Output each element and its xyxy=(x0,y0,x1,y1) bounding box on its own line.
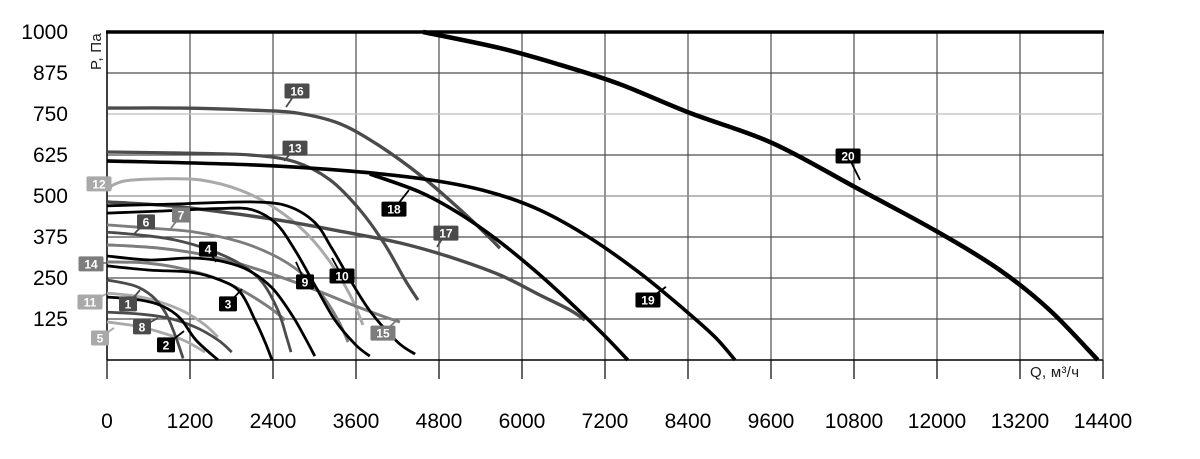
curve-label-badge-5 xyxy=(91,330,110,346)
curve-label-text-12: 12 xyxy=(92,177,106,191)
curve-5 xyxy=(106,320,206,354)
x-tick-label-0: 0 xyxy=(101,410,113,433)
curve-label-text-10: 10 xyxy=(335,270,349,284)
curve-6 xyxy=(106,230,293,353)
curve-label-badge-20 xyxy=(835,148,861,164)
curve-label-badge-14 xyxy=(78,256,104,272)
curve-label-text-9: 9 xyxy=(302,275,309,289)
curve-label-text-17: 17 xyxy=(439,227,453,241)
curve-4 xyxy=(106,254,317,357)
x-tick-label-12000: 12000 xyxy=(908,410,966,433)
curve-label-text-2: 2 xyxy=(163,338,170,352)
curve-label-text-13: 13 xyxy=(288,142,302,156)
x-tick-label-9600: 9600 xyxy=(748,410,795,433)
x-tick-label-4800: 4800 xyxy=(416,410,463,433)
y-axis-title: P, Па xyxy=(88,33,105,71)
curve-label-badge-8 xyxy=(132,319,151,335)
curve-13 xyxy=(106,150,420,301)
curve-label-text-16: 16 xyxy=(290,85,304,99)
x-tick-label-2400: 2400 xyxy=(250,410,297,433)
y-tick-label-875: 875 xyxy=(33,62,68,85)
curve-label-text-4: 4 xyxy=(205,243,212,257)
y-tick-label-750: 750 xyxy=(33,103,68,126)
x-tick-label-3600: 3600 xyxy=(333,410,380,433)
y-tick-label-125: 125 xyxy=(33,308,68,331)
curve-label-badge-4 xyxy=(198,241,217,257)
curve-18 xyxy=(369,172,630,362)
x-tick-label-6000: 6000 xyxy=(499,410,546,433)
curve-label-badge-10 xyxy=(329,268,355,284)
curve-label-text-3: 3 xyxy=(225,297,232,311)
curve-label-text-15: 15 xyxy=(376,327,390,341)
x-tick-label-14400: 14400 xyxy=(1074,410,1132,433)
curve-3 xyxy=(106,264,274,361)
curve-label-badge-19 xyxy=(635,292,661,308)
curve-label-badge-7 xyxy=(172,207,191,223)
curve-label-badge-6 xyxy=(137,214,156,230)
x-axis-title: Q, м³/ч xyxy=(1030,364,1080,381)
curve-label-text-14: 14 xyxy=(84,257,98,271)
curve-label-badge-16 xyxy=(284,83,310,99)
curve-label-badge-2 xyxy=(156,337,175,353)
curve-11 xyxy=(106,291,219,339)
curve-9 xyxy=(106,206,371,358)
y-tick-label-625: 625 xyxy=(33,144,68,167)
curve-17 xyxy=(106,200,586,322)
y-tick-label-500: 500 xyxy=(33,185,68,208)
curve-label-text-20: 20 xyxy=(841,149,855,163)
curve-label-badge-15 xyxy=(370,325,396,341)
curve-19 xyxy=(106,159,737,362)
x-tick-label-10800: 10800 xyxy=(825,410,883,433)
curve-label-text-19: 19 xyxy=(641,293,655,307)
x-tick-label-8400: 8400 xyxy=(665,410,712,433)
y-tick-label-1000: 1000 xyxy=(21,21,68,44)
curve-label-badge-12 xyxy=(86,176,112,192)
curve-20 xyxy=(422,29,1100,362)
curve-label-text-8: 8 xyxy=(139,320,146,334)
curve-label-badge-18 xyxy=(381,201,407,217)
x-tick-label-7200: 7200 xyxy=(582,410,629,433)
x-tick-label-1200: 1200 xyxy=(167,410,214,433)
curve-2 xyxy=(106,295,219,362)
curve-label-text-7: 7 xyxy=(178,209,185,223)
curve-label-text-18: 18 xyxy=(387,203,401,217)
curve-label-text-11: 11 xyxy=(84,295,97,309)
curve-label-badge-11 xyxy=(77,294,103,310)
y-tick-label-250: 250 xyxy=(33,267,68,290)
y-tick-label-375: 375 xyxy=(33,226,68,249)
curve-label-text-1: 1 xyxy=(125,297,132,311)
curve-label-text-6: 6 xyxy=(143,215,150,229)
curve-label-badge-1 xyxy=(119,296,138,312)
curve-label-badge-13 xyxy=(282,140,308,156)
curve-15 xyxy=(106,243,401,324)
x-tick-label-13200: 13200 xyxy=(991,410,1049,433)
curve-label-text-5: 5 xyxy=(97,332,104,346)
curve-label-badge-17 xyxy=(433,225,459,241)
curve-label-badge-3 xyxy=(218,296,237,312)
curve-label-badge-9 xyxy=(296,274,315,290)
curve-7 xyxy=(106,223,350,343)
